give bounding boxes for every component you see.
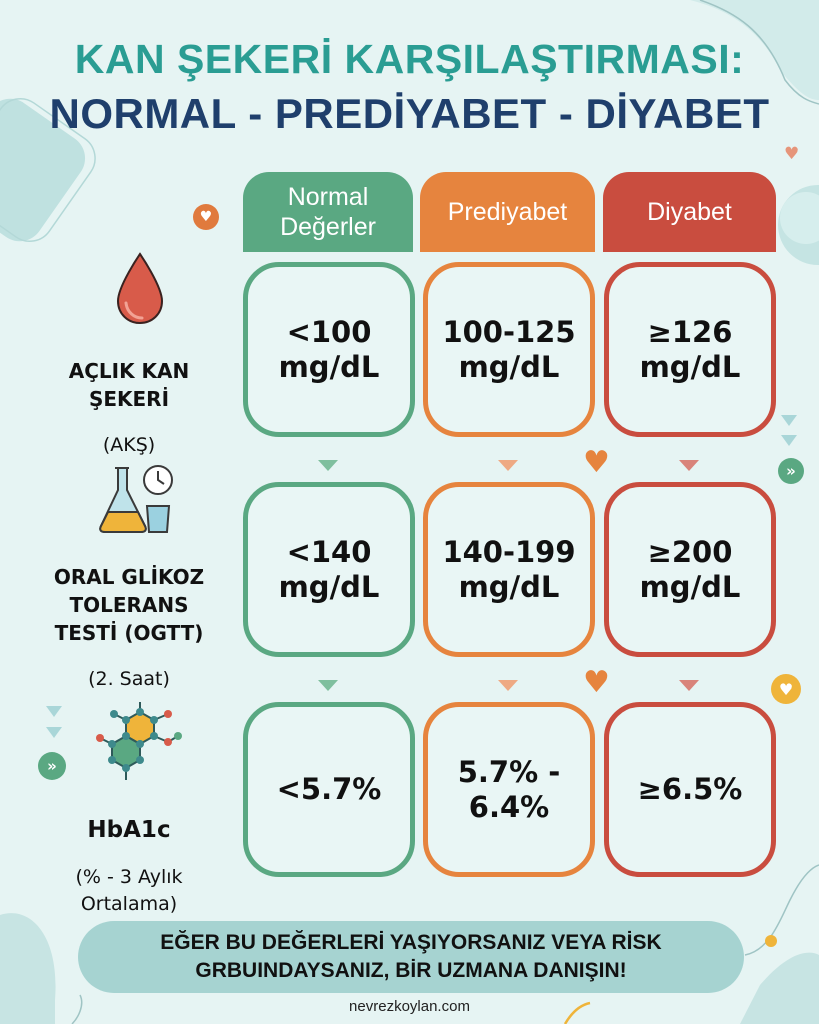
heart-badge-icon: ♥: [771, 674, 801, 704]
column-header-label: Prediyabet: [447, 198, 568, 226]
down-triangle-icon: [46, 706, 62, 717]
column-header-normal: Normal Değerler: [243, 172, 413, 252]
value-cell-ogtt-diabetes: ≥200 mg/dL: [604, 482, 776, 657]
down-arrow-icon: [679, 680, 699, 691]
row-label-subtitle: (% - 3 Aylık Ortalama): [75, 866, 183, 915]
lab-flask-clock-icon: [99, 465, 173, 533]
column-header-label: Diyabet: [647, 198, 732, 226]
warning-banner: EĞER BU DEĞERLERİ YAŞIYORSANIZ VEYA RİSK…: [78, 921, 744, 993]
row-label-fasting-glucose: AÇLIK KAN ŞEKERİ (AKŞ): [18, 338, 240, 478]
value-cell-hba1c-prediabetes: 5.7% - 6.4%: [423, 702, 595, 877]
row-label-subtitle: (AKŞ): [102, 434, 156, 456]
row-label-ogtt: ORAL GLİKOZ TOLERANS TESTİ (OGTT) (2. Sa…: [18, 544, 240, 712]
down-triangle-icon: [46, 727, 62, 738]
row-label-hba1c: HbA1c (% - 3 Aylık Ortalama): [18, 796, 240, 937]
website-link[interactable]: nevrezkoylan.com: [349, 998, 470, 1015]
value-cell-hba1c-normal: <5.7%: [243, 702, 415, 877]
heart-icon: ♥: [784, 144, 800, 164]
down-triangle-icon: [781, 415, 797, 426]
molecule-icon: [96, 702, 182, 780]
forward-badge-icon: »: [778, 458, 804, 484]
value-cell-fasting-prediabetes: 100-125 mg/dL: [423, 262, 595, 437]
forward-badge-icon: »: [38, 752, 66, 780]
down-triangle-icon: [781, 435, 797, 446]
value-cell-ogtt-normal: <140 mg/dL: [243, 482, 415, 657]
heart-icon: ♥: [583, 665, 610, 700]
row-label-title: HbA1c: [87, 817, 171, 843]
down-arrow-icon: [679, 460, 699, 471]
column-header-label: Normal Değerler: [280, 183, 376, 241]
blood-drop-icon: [116, 252, 164, 325]
row-label-title: AÇLIK KAN ŞEKERİ: [68, 359, 190, 411]
title-line-1: KAN ŞEKERİ KARŞILAŞTIRMASI:: [74, 36, 745, 82]
value-cell-fasting-normal: <100 mg/dL: [243, 262, 415, 437]
down-arrow-icon: [498, 460, 518, 471]
heart-icon: ♥: [583, 445, 610, 480]
title-line-2: NORMAL - PREDİYABET - DİYABET: [49, 90, 770, 137]
column-header-prediabetes: Prediyabet: [420, 172, 595, 252]
column-header-diabetes: Diyabet: [603, 172, 776, 252]
down-arrow-icon: [318, 460, 338, 471]
heart-badge-icon: ♥: [193, 204, 219, 230]
value-cell-hba1c-diabetes: ≥6.5%: [604, 702, 776, 877]
down-arrow-icon: [498, 680, 518, 691]
value-cell-fasting-diabetes: ≥126 mg/dL: [604, 262, 776, 437]
value-cell-ogtt-prediabetes: 140-199 mg/dL: [423, 482, 595, 657]
row-label-subtitle: (2. Saat): [88, 668, 170, 690]
down-arrow-icon: [318, 680, 338, 691]
row-label-title: ORAL GLİKOZ TOLERANS TESTİ (OGTT): [53, 565, 205, 645]
